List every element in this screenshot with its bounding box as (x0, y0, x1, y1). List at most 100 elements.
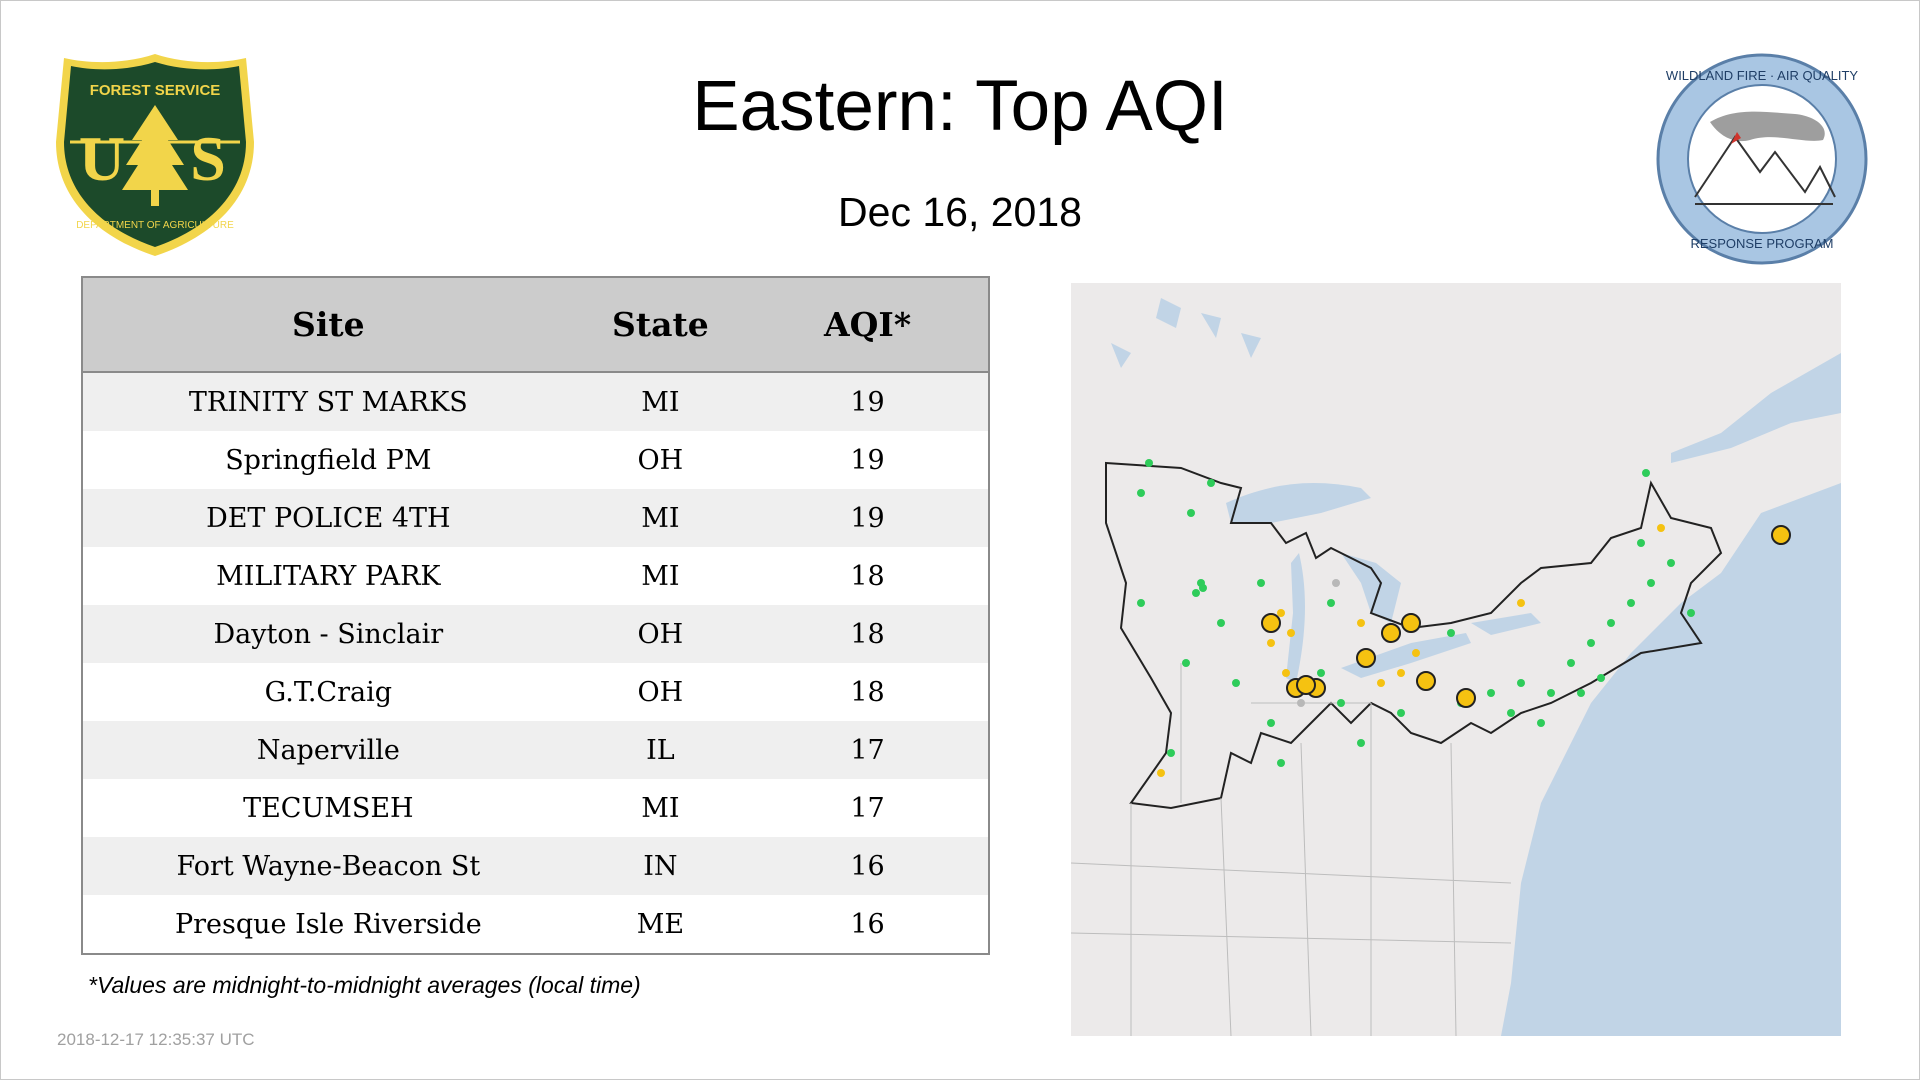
monitor-dot (1642, 469, 1650, 477)
header-aqi: AQI* (747, 277, 989, 373)
svg-text:DEPARTMENT OF AGRICULTURE: DEPARTMENT OF AGRICULTURE (76, 220, 234, 231)
monitor-dot (1137, 489, 1145, 497)
svg-text:S: S (190, 123, 226, 194)
monitor-dot (1267, 639, 1275, 647)
svg-text:FOREST SERVICE: FOREST SERVICE (90, 82, 221, 99)
cell-state: OH (573, 605, 748, 663)
forest-service-logo: FOREST SERVICE U S DEPARTMENT OF AGRICUL… (56, 54, 254, 256)
top-site-marker (1456, 688, 1476, 708)
cell-site: Naperville (82, 721, 574, 779)
report-date: Dec 16, 2018 (838, 189, 1082, 235)
cell-site: MILITARY PARK (82, 547, 574, 605)
cell-aqi: 16 (747, 837, 989, 895)
monitor-dot (1357, 739, 1365, 747)
cell-state: ME (573, 895, 748, 954)
cell-aqi: 16 (747, 895, 989, 954)
monitor-dot (1647, 579, 1655, 587)
cell-aqi: 19 (747, 489, 989, 547)
lake-erie (1341, 633, 1471, 678)
monitor-dot (1297, 699, 1305, 707)
top-site-marker (1296, 675, 1316, 695)
cell-site: Fort Wayne-Beacon St (82, 837, 574, 895)
table-row: TECUMSEH MI 17 (82, 779, 989, 837)
monitor-dot (1412, 649, 1420, 657)
top-site-marker (1381, 623, 1401, 643)
cell-aqi: 17 (747, 779, 989, 837)
cell-site: TECUMSEH (82, 779, 574, 837)
svg-text:U: U (79, 123, 125, 194)
cell-state: MI (573, 372, 748, 431)
monitor-dot (1547, 689, 1555, 697)
table-row: Dayton - Sinclair OH 18 (82, 605, 989, 663)
monitor-dot (1207, 479, 1215, 487)
monitor-dot (1277, 759, 1285, 767)
cell-state: MI (573, 489, 748, 547)
monitor-dot (1597, 674, 1605, 682)
table-row: TRINITY ST MARKS MI 19 (82, 372, 989, 431)
lake-superior (1226, 483, 1371, 523)
monitor-dot (1217, 619, 1225, 627)
monitor-dot (1447, 629, 1455, 637)
svg-text:RESPONSE PROGRAM: RESPONSE PROGRAM (1690, 236, 1833, 251)
st-lawrence (1671, 353, 1841, 463)
monitor-dot (1637, 539, 1645, 547)
top-site-marker (1261, 613, 1281, 633)
monitor-dot (1182, 659, 1190, 667)
monitor-dot (1667, 559, 1675, 567)
monitor-dot (1507, 709, 1515, 717)
cell-aqi: 17 (747, 721, 989, 779)
monitor-dot (1267, 719, 1275, 727)
cell-state: IN (573, 837, 748, 895)
top-aqi-table: Site State AQI* TRINITY ST MARKS MI 19 S… (81, 276, 990, 955)
monitor-dot (1145, 459, 1153, 467)
top-site-marker (1771, 525, 1791, 545)
monitor-dot (1167, 749, 1175, 757)
monitor-dot (1157, 769, 1165, 777)
monitor-dot (1232, 679, 1240, 687)
monitor-dot (1257, 579, 1265, 587)
monitor-dot (1287, 629, 1295, 637)
top-site-marker (1416, 671, 1436, 691)
monitor-dot (1587, 639, 1595, 647)
cell-site: Springfield PM (82, 431, 574, 489)
state-lines (1071, 663, 1512, 1036)
lake-huron (1341, 553, 1401, 623)
wildland-fire-logo: WILDLAND FIRE · AIR QUALITY RESPONSE PRO… (1656, 53, 1868, 265)
table-header-row: Site State AQI* (82, 277, 989, 373)
table-row: DET POLICE 4TH MI 19 (82, 489, 989, 547)
monitor-dot (1337, 699, 1345, 707)
table-row: MILITARY PARK MI 18 (82, 547, 989, 605)
cell-aqi: 19 (747, 372, 989, 431)
monitor-dot (1607, 619, 1615, 627)
monitor-dot (1657, 524, 1665, 532)
atlantic-ocean (1501, 483, 1841, 1036)
monitor-dot (1397, 709, 1405, 717)
cell-site: Presque Isle Riverside (82, 895, 574, 954)
table-row: Naperville IL 17 (82, 721, 989, 779)
monitor-dot (1377, 679, 1385, 687)
cell-state: MI (573, 547, 748, 605)
table-row: Fort Wayne-Beacon St IN 16 (82, 837, 989, 895)
cell-state: OH (573, 431, 748, 489)
monitor-dot (1277, 609, 1285, 617)
cell-aqi: 18 (747, 663, 989, 721)
top-aqi-sites (1261, 525, 1791, 708)
table-row: Presque Isle Riverside ME 16 (82, 895, 989, 954)
monitor-dot (1332, 579, 1340, 587)
table-row: Springfield PM OH 19 (82, 431, 989, 489)
lake-michigan (1286, 553, 1305, 683)
monitor-dot (1487, 689, 1495, 697)
monitor-dot (1577, 689, 1585, 697)
monitor-dot (1187, 509, 1195, 517)
aqi-monitor-map (1071, 283, 1841, 1036)
monitor-points (1137, 459, 1695, 777)
monitor-dot (1517, 599, 1525, 607)
monitor-dot (1192, 589, 1200, 597)
monitor-dot (1357, 619, 1365, 627)
cell-site: G.T.Craig (82, 663, 574, 721)
monitor-dot (1282, 669, 1290, 677)
timestamp: 2018-12-17 12:35:37 UTC (57, 1030, 255, 1049)
cell-aqi: 18 (747, 547, 989, 605)
monitor-dot (1687, 609, 1695, 617)
monitor-dot (1397, 669, 1405, 677)
